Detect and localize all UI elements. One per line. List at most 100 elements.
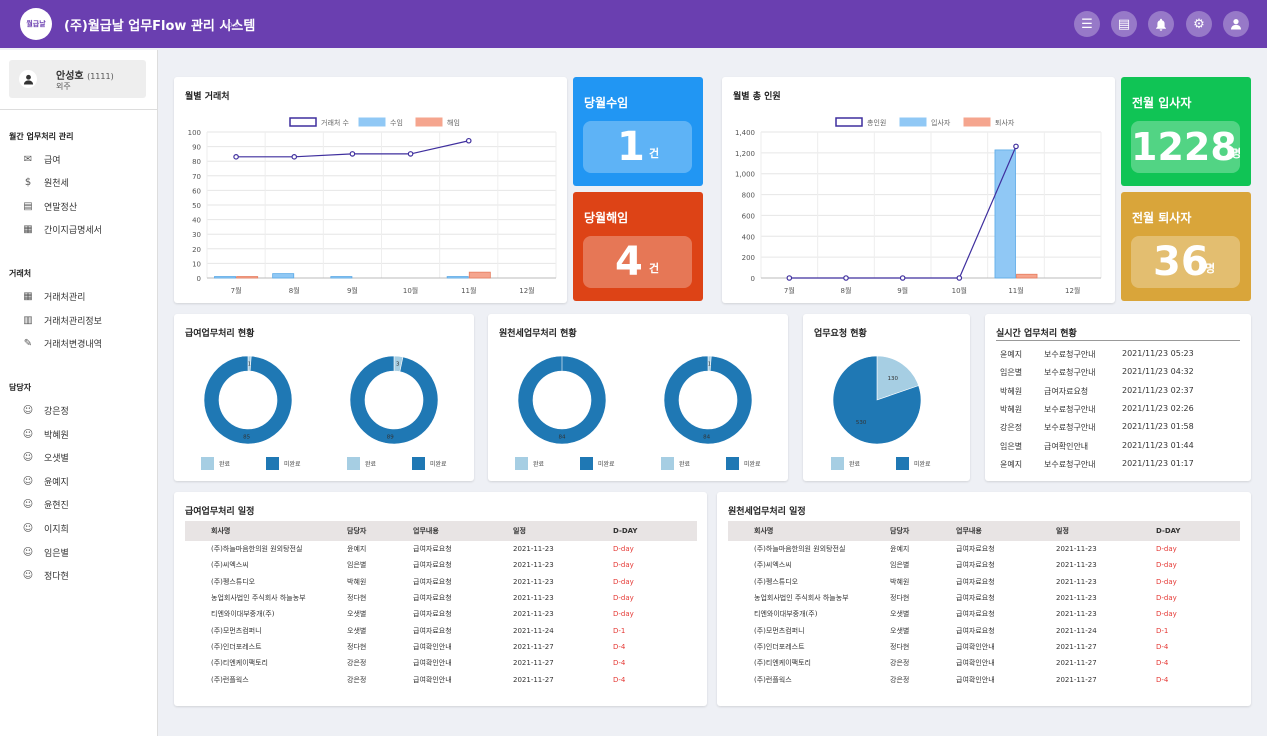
- table-row[interactable]: (주)하늘마음한의원 원외탕전실 윤예지 급여자료요청 2021-11-23 D-day: [185, 541, 697, 557]
- stat-unit: 명: [1231, 147, 1242, 160]
- column-header[interactable]: 업무내용: [950, 521, 1050, 541]
- sidebar-item-manager[interactable]: ☺ 강은정: [22, 404, 69, 417]
- withholding-status-card: 원천세업무처리 현황 84 완료 미완료 1 84 완료 미완료: [488, 314, 788, 481]
- bell-icon[interactable]: [1148, 11, 1174, 37]
- y-tick-label: 200: [742, 254, 755, 262]
- table-row[interactable]: (주)모먼츠컴퍼니 오샛별 급여자료요청 2021-11-24 D-1: [185, 622, 697, 638]
- sidebar-item-label: 박혜원: [44, 431, 69, 441]
- sidebar-item-manager[interactable]: ☺ 윤현진: [22, 498, 69, 511]
- table-row[interactable]: 농업회사법인 주식회사 하늘농부 정다현 급여자료요청 2021-11-23 D-day: [185, 590, 697, 606]
- prev-hire-card[interactable]: 전월 입사자 1228 명: [1121, 77, 1251, 186]
- table-row[interactable]: (주)펭스튜디오 박혜원 급여자료요청 2021-11-23 D-day: [185, 574, 697, 590]
- layout-icon[interactable]: ▤: [1111, 11, 1137, 37]
- table-row[interactable]: (주)티엔케이팩토리 강은정 급여확인안내 2021-11-27 D-4: [185, 655, 697, 671]
- manager-cell: 오샛별: [347, 610, 367, 619]
- sidebar-item-manager[interactable]: ☺ 이지희: [22, 522, 69, 535]
- sidebar-item-manager[interactable]: ☺ 정다현: [22, 569, 69, 582]
- sidebar-item-label: 거래처관리정보: [44, 317, 102, 327]
- month-cancel-card[interactable]: 당월해임 4 건: [573, 192, 703, 301]
- prev-leave-card[interactable]: 전월 퇴사자 36 명: [1121, 192, 1251, 301]
- legend-label: 미완료: [598, 460, 615, 468]
- sidebar-item-simple-statement[interactable]: ▦ 간이지급명세서: [22, 223, 102, 236]
- legend-label: 완료: [219, 460, 231, 468]
- legend-label: 완료: [679, 460, 691, 468]
- legend-swatch: [201, 457, 214, 470]
- table-row[interactable]: (주)런플웍스 강은정 급여확인안내 2021-11-27 D-4: [728, 671, 1240, 687]
- realtime-time: 2021/11/23 02:26: [1122, 403, 1194, 413]
- card-title: 월별 거래처: [185, 92, 230, 102]
- column-header[interactable]: 담당자: [884, 521, 950, 541]
- column-header[interactable]: 일정: [1050, 521, 1150, 541]
- column-header[interactable]: D-DAY: [607, 521, 697, 541]
- table-row[interactable]: (주)씨엑스씨 임은별 급여자료요청 2021-11-23 D-day: [728, 557, 1240, 573]
- column-header[interactable]: 일정: [507, 521, 607, 541]
- sidebar-item-year-end[interactable]: ▤ 연말정산: [22, 200, 77, 213]
- divider: [0, 109, 158, 110]
- data-point: [786, 275, 793, 281]
- legend-label: 미완료: [744, 460, 761, 468]
- table-row[interactable]: 티엔와이대부중개(주) 오샛별 급여자료요청 2021-11-23 D-day: [185, 606, 697, 622]
- table-row[interactable]: (주)씨엑스씨 임은별 급여자료요청 2021-11-23 D-day: [185, 557, 697, 573]
- list-menu-icon[interactable]: ☰: [1074, 11, 1100, 37]
- table-row[interactable]: (주)하늘마음한의원 원외탕전실 윤예지 급여자료요청 2021-11-23 D-day: [728, 541, 1240, 557]
- table-row[interactable]: (주)모먼츠컴퍼니 오샛별 급여자료요청 2021-11-24 D-1: [728, 622, 1240, 638]
- data-point: [899, 275, 906, 281]
- sidebar-item-client-info[interactable]: ▥ 거래처관리정보: [22, 314, 102, 327]
- table-row[interactable]: 농업회사법인 주식회사 하늘농부 정다현 급여자료요청 2021-11-23 D-day: [728, 590, 1240, 606]
- manager-cell: 강은정: [347, 659, 367, 668]
- date-cell: 2021-11-27: [513, 659, 554, 668]
- company-cell: (주)티엔케이팩토리: [211, 659, 268, 668]
- table-row[interactable]: (주)런플웍스 강은정 급여확인안내 2021-11-27 D-4: [185, 671, 697, 687]
- date-cell: 2021-11-27: [1056, 642, 1097, 651]
- column-header[interactable]: 업무내용: [407, 521, 507, 541]
- user-account-icon[interactable]: [1223, 11, 1249, 37]
- company-cell: (주)인더포레스트: [211, 642, 262, 651]
- column-header[interactable]: D-DAY: [1150, 521, 1240, 541]
- sidebar-item-client-history[interactable]: ✎ 거래처변경내역: [22, 337, 102, 350]
- app-logo[interactable]: 월급날: [20, 8, 52, 40]
- sidebar-item-label: 정다현: [44, 572, 69, 582]
- y-tick-label: 0: [197, 275, 201, 283]
- bar: [1016, 273, 1038, 279]
- table-row[interactable]: (주)티엔케이팩토리 강은정 급여확인안내 2021-11-27 D-4: [728, 655, 1240, 671]
- sidebar-item-manager[interactable]: ☺ 윤예지: [22, 475, 69, 488]
- column-header[interactable]: 담당자: [341, 521, 407, 541]
- sidebar-item-label: 급여: [44, 156, 61, 166]
- realtime-task: 보수료청구안내: [1044, 350, 1096, 359]
- table-row[interactable]: 티엔와이대부중개(주) 오샛별 급여자료요청 2021-11-23 D-day: [728, 606, 1240, 622]
- avatar: [19, 70, 37, 88]
- company-cell: (주)씨엑스씨: [211, 561, 249, 570]
- manager-cell: 강은정: [890, 659, 910, 668]
- user-circle-icon: ☺: [22, 476, 34, 487]
- dday-cell: D-day: [613, 561, 634, 570]
- note-add-icon: ✎: [23, 338, 33, 349]
- sidebar-item-manager[interactable]: ☺ 박혜원: [22, 428, 69, 441]
- sidebar-item-label: 강은정: [44, 407, 69, 417]
- date-cell: 2021-11-24: [513, 626, 554, 635]
- y-tick-label: 0: [751, 275, 755, 283]
- user-profile[interactable]: 안성호 (1111) 외주: [9, 60, 146, 98]
- column-header[interactable]: 회사명: [185, 521, 341, 541]
- column-header[interactable]: 회사명: [728, 521, 884, 541]
- manager-cell: 강은정: [347, 675, 367, 684]
- sidebar-item-client-manage[interactable]: ▦ 거래처관리: [22, 290, 85, 303]
- sidebar-item-label: 간이지급명세서: [44, 226, 102, 236]
- table-row[interactable]: (주)인더포레스트 정다현 급여확인안내 2021-11-27 D-4: [728, 639, 1240, 655]
- realtime-task: 급여확인안내: [1044, 441, 1089, 451]
- table-row[interactable]: (주)펭스튜디오 박혜원 급여자료요청 2021-11-23 D-day: [728, 574, 1240, 590]
- sidebar-item-withholding[interactable]: $ 원천세: [22, 176, 69, 189]
- sidebar-item-manager[interactable]: ☺ 오샛별: [22, 451, 69, 464]
- sidebar-item-manager[interactable]: ☺ 임은별: [22, 546, 69, 559]
- y-tick-label: 20: [192, 246, 201, 254]
- app-version: v0.8: [225, 22, 239, 29]
- sidebar-item-salary[interactable]: ✉ 급여: [22, 153, 61, 166]
- month-new-card[interactable]: 당월수임 1 건: [573, 77, 703, 186]
- realtime-task: 보수료청구안내: [1044, 423, 1096, 433]
- company-cell: (주)하늘마음한의원 원외탕전실: [754, 545, 846, 554]
- stat-unit: 명: [1205, 262, 1216, 275]
- request-status-chart: 130 530 완료 미완료: [831, 355, 931, 470]
- company-cell: (주)모먼츠컴퍼니: [211, 626, 262, 635]
- date-cell: 2021-11-23: [1056, 610, 1097, 619]
- gear-icon[interactable]: ⚙: [1186, 11, 1212, 37]
- table-row[interactable]: (주)인더포레스트 정다현 급여확인안내 2021-11-27 D-4: [185, 639, 697, 655]
